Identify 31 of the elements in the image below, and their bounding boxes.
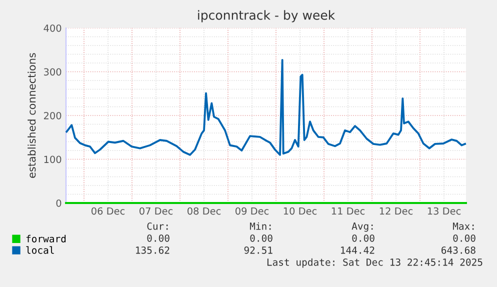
y-tick-label: 300 (44, 68, 62, 76)
y-tick-label: 200 (44, 112, 62, 120)
text: Cur: (147, 222, 168, 230)
text: 144.42 (341, 246, 374, 254)
text: 135.62 (136, 246, 170, 254)
x-tick-label: 12 Dec (380, 207, 413, 215)
x-tick-label: 11 Dec (332, 207, 365, 215)
x-tick-label: 13 Dec (428, 207, 461, 215)
x-tick-label: 07 Dec (140, 207, 173, 215)
x-tick-label: 06 Dec (92, 207, 125, 215)
text: 0.00 (147, 234, 170, 242)
x-tick-label: 09 Dec (236, 207, 269, 215)
chart-title: ipconntrack - by week (198, 10, 336, 22)
text: 0.00 (250, 234, 272, 242)
legend-label: forward (26, 234, 66, 242)
line-series (66, 58, 466, 156)
text: 0.00 (352, 234, 374, 242)
text: 643.68 (442, 246, 476, 254)
y-tick-label: 100 (44, 156, 62, 164)
text: Min: (250, 222, 271, 230)
text: 0.00 (453, 234, 476, 242)
text: Avg: (352, 222, 373, 232)
x-tick-label: 10 Dec (284, 207, 317, 215)
legend-label: local (26, 246, 54, 254)
text: Last update: Sat Dec 13 22:45:14 2025 (267, 258, 482, 268)
y-tick-label: 0 (56, 199, 62, 207)
y-axis-title: established connections (28, 53, 36, 178)
text: Max: (452, 222, 474, 230)
x-tick-label: 08 Dec (188, 207, 221, 215)
text: 92.51 (244, 246, 272, 254)
y-tick-label: 400 (44, 24, 62, 32)
